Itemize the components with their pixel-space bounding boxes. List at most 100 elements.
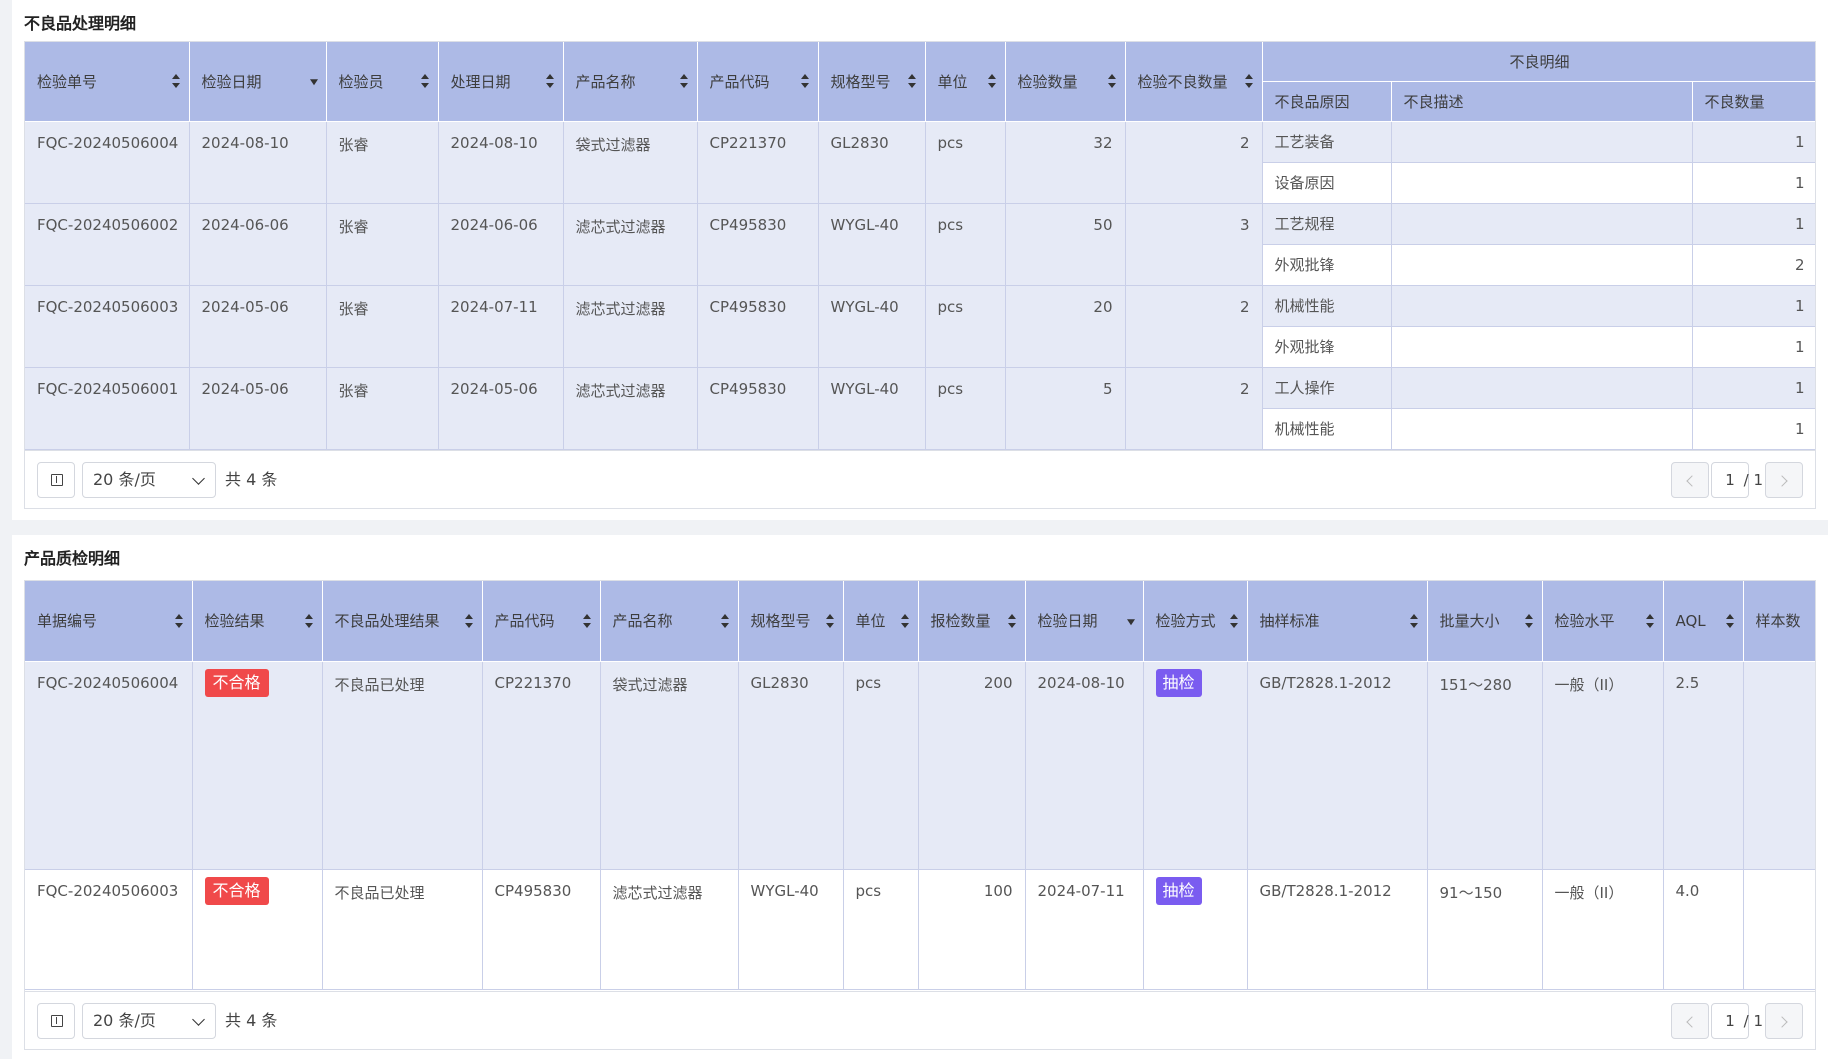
cell-spec: WYGL-40 — [738, 869, 844, 990]
cell-sampling-standard: GB/T2828.1-2012 — [1247, 661, 1428, 870]
method-badge: 抽检 — [1155, 668, 1202, 697]
col-unit[interactable]: 单位 — [843, 581, 919, 662]
page-input[interactable]: 1 — [1711, 1003, 1749, 1039]
cell-inspection-no: FQC-20240506001 — [25, 367, 190, 450]
cell-defect-reason: 工人操作 — [1262, 367, 1392, 409]
cell-unit: pcs — [925, 203, 1006, 286]
col-result[interactable]: 检验结果 — [192, 581, 323, 662]
cell-defect-desc — [1391, 408, 1693, 450]
col-sampling-standard[interactable]: 抽样标准 — [1247, 581, 1428, 662]
col-bad-qty[interactable]: 检验不良数量 — [1125, 42, 1263, 122]
page-size-select[interactable]: 20 条/页 — [82, 462, 216, 498]
cell-product-name: 滤芯式过滤器 — [600, 869, 739, 990]
table-row[interactable]: 设备原因 1 — [25, 162, 1815, 204]
col-inspect-qty[interactable]: 检验数量 — [1005, 42, 1126, 122]
col-handle-date[interactable]: 处理日期 — [438, 42, 564, 122]
sort-icon[interactable] — [1107, 74, 1117, 89]
prev-page-button[interactable] — [1671, 462, 1709, 498]
sort-icon[interactable] — [825, 613, 835, 628]
table-row[interactable]: 机械性能 1 — [25, 408, 1815, 450]
table-row[interactable]: FQC-20240506001 2024-05-06 张睿 2024-05-06 滤芯式… — [25, 367, 1815, 450]
column-settings-button[interactable] — [37, 1003, 75, 1039]
prev-page-button[interactable] — [1671, 1003, 1709, 1039]
defect-handling-panel: 不良品处理明细 检验单号 检验日期 检验员 处理日期 产品名称 产品代码 规格型… — [12, 0, 1828, 520]
table-row[interactable]: 外观批锋 1 — [25, 326, 1815, 368]
cell-spec: WYGL-40 — [818, 203, 926, 286]
cell-inspection-no: FQC-20240506003 — [25, 285, 190, 368]
cell-product-name: 滤芯式过滤器 — [563, 203, 698, 286]
col-report-qty[interactable]: 报检数量 — [918, 581, 1026, 662]
col-sample-count[interactable]: 样本数 — [1743, 581, 1815, 662]
col-lot-size[interactable]: 批量大小 — [1427, 581, 1543, 662]
cell-product-code: CP495830 — [697, 285, 819, 368]
sort-icon[interactable] — [174, 613, 184, 628]
page-input[interactable]: 1 — [1711, 462, 1749, 498]
cell-inspect-date: 2024-08-10 — [1025, 661, 1144, 870]
col-inspection-no[interactable]: 检验单号 — [25, 42, 190, 122]
col-spec[interactable]: 规格型号 — [818, 42, 926, 122]
col-inspect-level[interactable]: 检验水平 — [1542, 581, 1664, 662]
table-row[interactable]: FQC-20240506004 不合格 不良品已处理 CP221370 袋式过滤器 GL2… — [25, 661, 1815, 870]
cell-doc-no: FQC-20240506004 — [25, 661, 193, 870]
sort-icon[interactable] — [304, 613, 314, 628]
sort-icon[interactable] — [464, 613, 474, 628]
chevron-down-icon — [192, 1013, 205, 1026]
sort-icon[interactable] — [1725, 613, 1735, 628]
sort-icon[interactable] — [545, 74, 555, 89]
cell-product-code: CP221370 — [697, 121, 819, 204]
cell-sampling-standard: GB/T2828.1-2012 — [1247, 869, 1428, 990]
page-size-select[interactable]: 20 条/页 — [82, 1003, 216, 1039]
col-handle-result[interactable]: 不良品处理结果 — [322, 581, 483, 662]
col-inspection-date[interactable]: 检验日期 — [189, 42, 327, 122]
table-row[interactable]: FQC-20240506004 2024-08-10 张睿 2024-08-10 袋式过… — [25, 121, 1815, 204]
cell-product-name: 袋式过滤器 — [600, 661, 739, 870]
columns-icon — [51, 1015, 63, 1027]
table-row[interactable]: FQC-20240506002 2024-06-06 张睿 2024-06-06 滤芯式… — [25, 203, 1815, 286]
col-inspect-method[interactable]: 检验方式 — [1143, 581, 1248, 662]
sort-icon[interactable] — [1409, 613, 1419, 628]
method-badge: 抽检 — [1155, 876, 1202, 905]
col-product-code[interactable]: 产品代码 — [482, 581, 601, 662]
cell-inspect-level: 一般（II） — [1542, 661, 1664, 870]
cell-inspection-date: 2024-08-10 — [189, 121, 327, 204]
col-product-name[interactable]: 产品名称 — [563, 42, 698, 122]
quality-table-wrap: 单据编号 检验结果 不良品处理结果 产品代码 产品名称 规格型号 单位 报检数量 检验日期 检验方… — [24, 580, 1816, 1050]
cell-product-code: CP221370 — [482, 661, 601, 870]
sort-icon[interactable] — [987, 74, 997, 89]
sort-icon[interactable] — [420, 74, 430, 89]
col-unit[interactable]: 单位 — [925, 42, 1006, 122]
table-row[interactable]: 外观批锋 2 — [25, 244, 1815, 286]
sort-icon[interactable] — [1645, 613, 1655, 628]
next-page-button[interactable] — [1765, 462, 1803, 498]
sort-icon[interactable] — [171, 74, 181, 89]
col-product-code[interactable]: 产品代码 — [697, 42, 819, 122]
sort-icon[interactable] — [800, 74, 810, 89]
column-settings-button[interactable] — [37, 462, 75, 498]
sort-icon[interactable] — [900, 613, 910, 628]
cell-product-code: CP495830 — [482, 869, 601, 990]
cell-sample-count — [1743, 869, 1815, 990]
table-row[interactable]: FQC-20240506003 不合格 不良品已处理 CP495830 滤芯式过滤器 WY… — [25, 869, 1815, 990]
next-page-button[interactable] — [1765, 1003, 1803, 1039]
sort-icon[interactable] — [679, 74, 689, 89]
cell-defect-count: 1 — [1692, 408, 1815, 450]
sort-desc-icon[interactable] — [1126, 618, 1135, 625]
sort-icon[interactable] — [720, 613, 730, 628]
sort-icon[interactable] — [1229, 613, 1239, 628]
cell-defect-reason: 工艺规程 — [1262, 203, 1392, 245]
col-inspector[interactable]: 检验员 — [326, 42, 439, 122]
sort-icon[interactable] — [1524, 613, 1534, 628]
col-inspect-date[interactable]: 检验日期 — [1025, 581, 1144, 662]
sort-icon[interactable] — [582, 613, 592, 628]
sort-icon[interactable] — [1244, 74, 1254, 89]
col-aql[interactable]: AQL — [1663, 581, 1744, 662]
sort-desc-icon[interactable] — [309, 79, 318, 86]
col-doc-no[interactable]: 单据编号 — [25, 581, 193, 662]
sort-icon[interactable] — [907, 74, 917, 89]
table-row[interactable]: FQC-20240506003 2024-05-06 张睿 2024-07-11 滤芯式… — [25, 285, 1815, 368]
quality-table: 单据编号 检验结果 不良品处理结果 产品代码 产品名称 规格型号 单位 报检数量 检验日期 检验方… — [25, 581, 1815, 990]
cell-spec: WYGL-40 — [818, 285, 926, 368]
col-product-name[interactable]: 产品名称 — [600, 581, 739, 662]
col-spec[interactable]: 规格型号 — [738, 581, 844, 662]
sort-icon[interactable] — [1007, 613, 1017, 628]
